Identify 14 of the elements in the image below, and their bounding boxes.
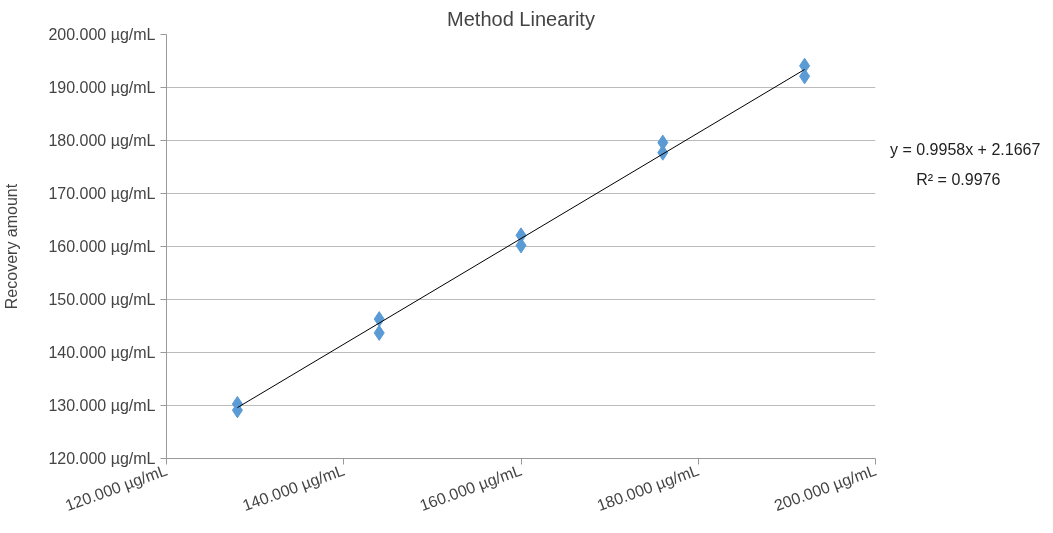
chart-title: Method Linearity <box>447 7 595 30</box>
y-tick-label: 160.000 µg/mL <box>48 238 156 255</box>
y-tick-label: 190.000 µg/mL <box>48 79 156 96</box>
y-tick-label: 200.000 µg/mL <box>48 26 156 43</box>
text: y = 0.9958x + 2.1667 <box>890 140 1041 160</box>
y-axis-title: Recovery amount <box>3 183 21 310</box>
y-tick-label: 170.000 µg/mL <box>48 185 156 202</box>
y-tick-label: 120.000 µg/mL <box>48 450 156 467</box>
y-tick-label: 150.000 µg/mL <box>48 291 156 308</box>
y-tick-label: 180.000 µg/mL <box>48 132 156 149</box>
point <box>373 324 385 341</box>
y-tick-label: 130.000 µg/mL <box>48 397 156 414</box>
y-tick-label: 140.000 µg/mL <box>48 344 156 361</box>
text: R² = 0.9976 <box>915 170 1001 190</box>
